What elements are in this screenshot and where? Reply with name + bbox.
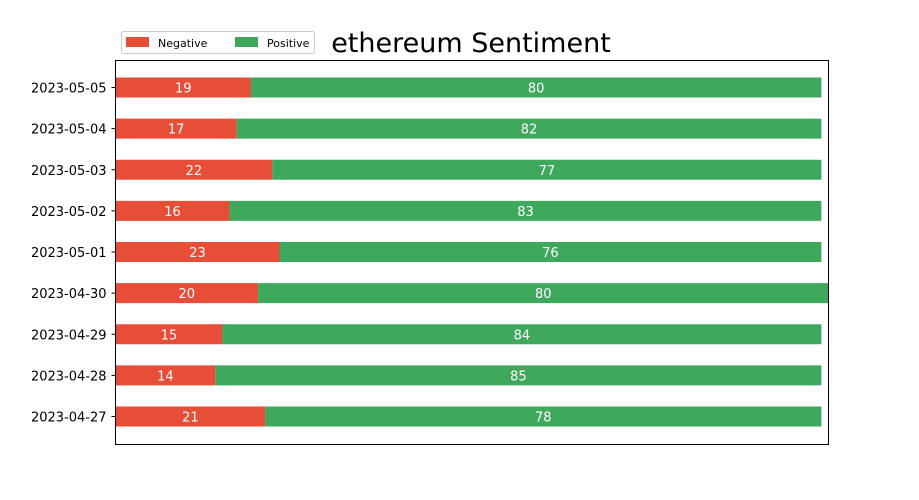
bar-negative-2023-05-01 bbox=[115, 242, 280, 262]
data-label-negative-2023-05-05: 19 bbox=[175, 82, 192, 97]
plot-frame bbox=[115, 60, 829, 445]
legend-swatch-positive bbox=[235, 37, 258, 47]
data-label-positive-2023-05-03: 77 bbox=[539, 164, 556, 179]
data-label-positive-2023-04-29: 84 bbox=[514, 328, 531, 343]
bar-positive-2023-05-04 bbox=[236, 118, 822, 139]
bar-positive-2023-04-27 bbox=[265, 406, 822, 427]
legend: Negative Positive bbox=[121, 31, 315, 54]
data-label-negative-2023-04-28: 14 bbox=[157, 369, 174, 384]
bar-positive-2023-05-05 bbox=[250, 77, 822, 98]
bar-positive-2023-05-01 bbox=[279, 242, 822, 262]
data-label-negative-2023-05-02: 16 bbox=[164, 205, 181, 220]
bar-positive-2023-04-30 bbox=[258, 283, 829, 304]
y-tick-label-2023-04-27: 2023-04-27 bbox=[31, 411, 107, 426]
data-label-negative-2023-04-29: 15 bbox=[161, 328, 178, 343]
bar-negative-2023-05-02 bbox=[115, 200, 230, 221]
bar-negative-2023-04-27 bbox=[115, 406, 266, 427]
data-label-positive-2023-05-04: 82 bbox=[521, 123, 538, 138]
bar-negative-2023-04-29 bbox=[115, 324, 223, 345]
data-label-positive-2023-04-28: 85 bbox=[510, 369, 527, 384]
bar-positive-2023-05-03 bbox=[272, 159, 822, 180]
bar-negative-2023-05-05 bbox=[115, 77, 251, 98]
legend-label-negative: Negative bbox=[158, 37, 208, 50]
y-tick-label-2023-04-28: 2023-04-28 bbox=[31, 369, 107, 384]
legend-box bbox=[121, 31, 315, 54]
data-label-negative-2023-05-01: 23 bbox=[189, 246, 206, 261]
data-label-negative-2023-04-27: 21 bbox=[182, 411, 199, 426]
data-labels-layer: 19 80 17 82 22 77 16 83 23 76 20 80 15 84 14 85 21 78 bbox=[157, 82, 559, 426]
y-tick-label-2023-05-02: 2023-05-02 bbox=[31, 205, 107, 220]
data-label-negative-2023-05-03: 22 bbox=[186, 164, 203, 179]
bar-negative-2023-05-04 bbox=[115, 118, 237, 139]
y-tick-label-2023-04-29: 2023-04-29 bbox=[31, 328, 107, 343]
y-tick-label-2023-05-04: 2023-05-04 bbox=[31, 123, 107, 138]
bar-positive-2023-04-29 bbox=[222, 324, 822, 345]
legend-swatch-negative bbox=[126, 37, 149, 47]
y-tick-label-2023-05-03: 2023-05-03 bbox=[31, 164, 107, 179]
y-tick-label-2023-04-30: 2023-04-30 bbox=[31, 287, 107, 302]
data-label-positive-2023-05-02: 83 bbox=[517, 205, 534, 220]
bar-negative-2023-05-03 bbox=[115, 159, 273, 180]
data-label-negative-2023-05-04: 17 bbox=[168, 123, 185, 138]
chart-title: ethereum Sentiment bbox=[331, 28, 611, 59]
y-tick-label-2023-05-01: 2023-05-01 bbox=[31, 246, 107, 261]
data-label-positive-2023-05-05: 80 bbox=[528, 82, 545, 97]
bar-positive-2023-05-02 bbox=[229, 200, 822, 221]
data-label-negative-2023-04-30: 20 bbox=[179, 287, 196, 302]
legend-label-positive: Positive bbox=[267, 37, 310, 50]
data-label-positive-2023-05-01: 76 bbox=[542, 246, 559, 261]
y-axis-ticks: 2023-05-05 2023-05-04 2023-05-03 2023-05-02… bbox=[31, 82, 116, 426]
bar-negative-2023-04-28 bbox=[115, 365, 216, 386]
bar-positive-2023-04-28 bbox=[215, 365, 822, 386]
bars-layer bbox=[115, 77, 829, 427]
data-label-positive-2023-04-30: 80 bbox=[535, 287, 552, 302]
bar-negative-2023-04-30 bbox=[115, 283, 259, 304]
y-tick-label-2023-05-05: 2023-05-05 bbox=[31, 82, 107, 97]
data-label-positive-2023-04-27: 78 bbox=[535, 411, 552, 426]
